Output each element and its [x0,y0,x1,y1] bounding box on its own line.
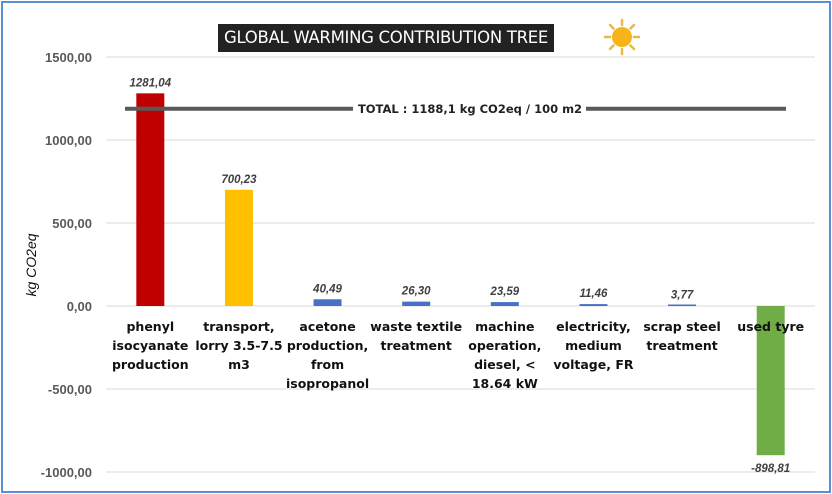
data-label: 40,49 [312,283,342,295]
category-label: production [112,357,189,372]
category-label: diesel, < [474,357,536,372]
total-label: TOTAL : 1188,1 kg CO2eq / 100 m2 [358,102,582,116]
category-label: treatment [380,338,451,353]
category-label: machine [475,319,534,334]
category-label: operation, [468,338,541,353]
category-label: scrap steel [643,319,720,334]
category-label: isocyanate [112,338,188,353]
data-label: 3,77 [671,289,694,301]
y-axis-label: kg CO2eq [23,233,39,296]
bar [490,302,519,306]
category-label: 18.64 kW [472,376,538,391]
category-label: medium [565,338,622,353]
bar [136,93,165,307]
category-label: treatment [646,338,717,353]
category-label: voltage, FR [553,357,633,372]
bar [756,306,785,456]
category-label: production, [287,338,368,353]
sun-icon [603,18,641,56]
data-label: 700,23 [221,174,257,186]
category-label: transport, [203,319,274,334]
y-tick-label: 1000,00 [45,133,92,148]
data-label: 1281,04 [130,77,172,89]
category-label: waste textile [370,319,462,334]
category-label: m3 [228,357,250,372]
bar [579,304,608,306]
y-tick-label: -500,00 [48,382,92,397]
y-tick-label: 1500,00 [45,50,92,65]
chart-title: GLOBAL WARMING CONTRIBUTION TREE [218,24,555,52]
bar [313,299,342,306]
bar [402,301,431,306]
category-label: acetone [299,319,355,334]
bar [668,304,697,306]
data-label: 26,30 [401,286,431,298]
data-label: -898,81 [751,463,790,475]
y-tick-label: 500,00 [52,216,92,231]
y-tick-label: 0,00 [67,299,92,314]
category-label: phenyl [126,319,174,334]
bar [224,189,253,306]
y-tick-label: -1000,00 [41,465,92,480]
category-label: used tyre [737,319,804,334]
data-label: 23,59 [489,286,519,298]
category-label: isopropanol [286,376,369,391]
category-label: from [311,357,344,372]
data-label: 11,46 [579,288,608,300]
category-label: electricity, [556,319,631,334]
category-label: lorry 3.5-7.5 [195,338,282,353]
